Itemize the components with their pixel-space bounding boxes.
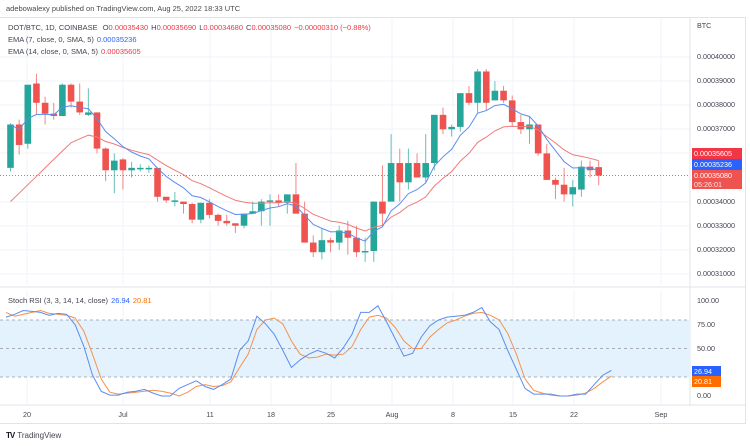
last-price-tag: 0.00035080 05:26:01 bbox=[692, 170, 742, 189]
time-label: 22 bbox=[570, 410, 578, 419]
stoch-k-value: 26.94 bbox=[111, 296, 130, 305]
time-label: 15 bbox=[509, 410, 517, 419]
price-tick: 0.00033000 bbox=[697, 221, 735, 230]
published-line: adebowalexy published on TradingView.com… bbox=[6, 4, 241, 13]
ema14-label: EMA (14, close, 0, SMA, 5) bbox=[8, 47, 99, 56]
price-tick: 0.00038000 bbox=[697, 100, 735, 109]
price-tick: 0.00039000 bbox=[697, 76, 735, 85]
currency-label: BTC bbox=[697, 21, 712, 30]
price-tick: 0.00037000 bbox=[697, 124, 735, 133]
time-label: 25 bbox=[327, 410, 335, 419]
stoch-d-tag: 20.81 bbox=[692, 376, 721, 387]
stoch-tick: 50.00 bbox=[697, 344, 715, 353]
stoch-tick: 75.00 bbox=[697, 320, 715, 329]
stoch-label: Stoch RSI (3, 3, 14, 14, close) bbox=[8, 296, 109, 305]
candle-countdown: 05:26:01 bbox=[694, 180, 722, 189]
time-label: 20 bbox=[23, 410, 31, 419]
chart-frame[interactable] bbox=[0, 17, 746, 424]
ema14-legend[interactable]: EMA (14, close, 0, SMA, 5) 0.00035605 bbox=[8, 47, 144, 56]
stoch-legend[interactable]: Stoch RSI (3, 3, 14, 14, close) 26.94 20.8… bbox=[8, 296, 155, 305]
time-label: Sep bbox=[654, 410, 668, 419]
tradingview-name: TradingView bbox=[17, 431, 62, 440]
ema7-legend[interactable]: EMA (7, close, 0, SMA, 5) 0.00035236 bbox=[8, 35, 140, 44]
ema7-label: EMA (7, close, 0, SMA, 5) bbox=[8, 35, 94, 44]
stoch-tick: 0.00 bbox=[697, 391, 711, 400]
time-label: 8 bbox=[451, 410, 455, 419]
price-tick: 0.00032000 bbox=[697, 245, 735, 254]
time-label: 11 bbox=[206, 410, 214, 419]
tradingview-branding[interactable]: TV TradingView bbox=[6, 431, 61, 440]
tradingview-logo-icon: TV bbox=[6, 431, 15, 440]
symbol-legend: DOT/BTC, 1D, COINBASE O0.00035430 H0.0003… bbox=[8, 23, 377, 32]
stoch-k-tag: 26.94 bbox=[692, 366, 721, 377]
price-tick: 0.00031000 bbox=[697, 269, 735, 278]
stoch-tick: 100.00 bbox=[697, 296, 719, 305]
ohlc-values: O0.00035430 H0.00035690 L0.00034680 C0.0003… bbox=[102, 23, 371, 32]
ema7-price-tag: 0.00035236 bbox=[692, 159, 742, 170]
ema14-price-tag: 0.00035605 bbox=[692, 148, 742, 159]
symbol-name[interactable]: DOT/BTC, 1D, COINBASE bbox=[8, 23, 98, 32]
last-price-value: 0.00035080 bbox=[694, 171, 732, 180]
time-label: Aug bbox=[385, 410, 399, 419]
price-tick: 0.00034000 bbox=[697, 197, 735, 206]
price-tick: 0.00040000 bbox=[697, 52, 735, 61]
ema14-value: 0.00035605 bbox=[101, 47, 141, 56]
time-label: 18 bbox=[267, 410, 275, 419]
time-label: Jul bbox=[118, 410, 128, 419]
ema7-value: 0.00035236 bbox=[96, 35, 137, 44]
stoch-d-value: 20.81 bbox=[132, 296, 152, 305]
